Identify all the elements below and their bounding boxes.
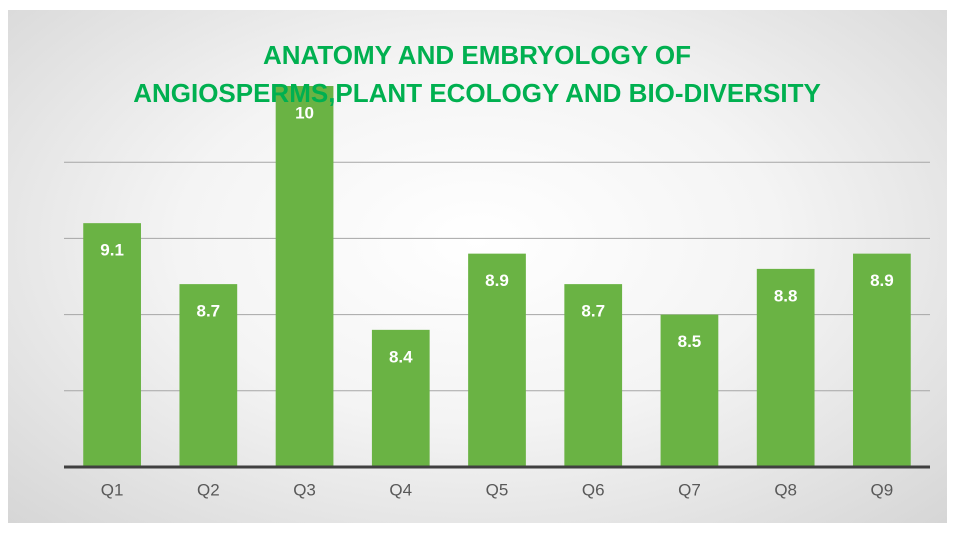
x-tick-label: Q6 bbox=[582, 480, 605, 499]
data-label: 8.4 bbox=[389, 347, 413, 366]
x-tick-label: Q5 bbox=[486, 480, 509, 499]
x-tick-label: Q3 bbox=[293, 480, 316, 499]
chart-title: ANATOMY AND EMBRYOLOGY OF ANGIOSPERMS,PL… bbox=[133, 40, 821, 108]
data-label: 8.7 bbox=[197, 302, 221, 321]
bar bbox=[468, 253, 526, 467]
data-label: 10 bbox=[295, 103, 314, 122]
data-label: 8.5 bbox=[678, 332, 702, 351]
data-label: 8.8 bbox=[774, 286, 798, 305]
x-tick-label: Q8 bbox=[774, 480, 797, 499]
data-label: 8.7 bbox=[581, 302, 605, 321]
bar bbox=[756, 268, 815, 467]
chart: Q1 9.1 Q2 8.7 Q3 10 Q4 8.4 Q5 8.9 Q6 8.7 Q7 8.5 Q8 8.8 Q… bbox=[64, 86, 930, 499]
x-tick-label: Q9 bbox=[871, 480, 894, 499]
bar bbox=[660, 314, 719, 467]
bar bbox=[179, 284, 238, 467]
bar bbox=[371, 329, 430, 467]
data-label: 8.9 bbox=[485, 271, 509, 290]
x-tick-label: Q2 bbox=[197, 480, 220, 499]
x-tick-label: Q7 bbox=[678, 480, 701, 499]
x-tick-label: Q4 bbox=[389, 480, 412, 499]
bar bbox=[564, 284, 623, 467]
data-label: 9.1 bbox=[100, 241, 124, 260]
data-label: 8.9 bbox=[870, 271, 894, 290]
chart-area: Q1 9.1 Q2 8.7 Q3 10 Q4 8.4 Q5 8.9 Q6 8.7 Q7 8.5 Q8 8.8 Q… bbox=[8, 10, 947, 523]
x-tick-label: Q1 bbox=[101, 480, 124, 499]
bar bbox=[275, 86, 334, 467]
bar bbox=[83, 223, 141, 467]
bar bbox=[853, 253, 911, 467]
